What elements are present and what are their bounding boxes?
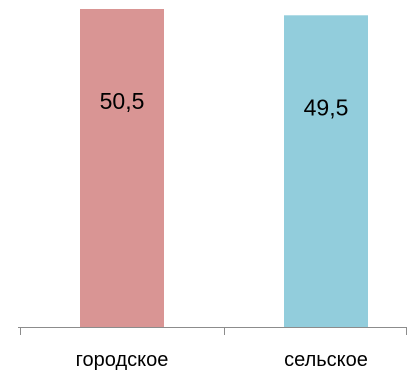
bars-group <box>80 9 368 328</box>
data-label-1: 50,5 <box>100 88 145 114</box>
bar-2 <box>284 15 368 328</box>
labels-group: 50,5 городское 49,5 сельское <box>76 88 368 371</box>
bar-1 <box>80 9 164 327</box>
x-tick-label-2: сельское <box>284 349 368 371</box>
x-tick-label-1: городское <box>76 349 169 371</box>
x-axis <box>18 327 407 335</box>
data-label-2: 49,5 <box>304 94 349 120</box>
